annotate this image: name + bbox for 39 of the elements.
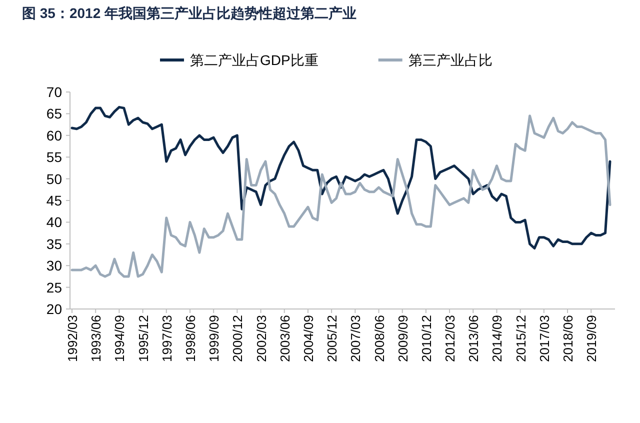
x-tick-label: 1994/09: [112, 315, 128, 362]
x-tick-label: 2019/09: [584, 315, 600, 362]
x-tick-label: 2003/06: [277, 315, 292, 362]
x-tick-label: 2013/06: [466, 315, 482, 362]
y-tick-label: 65: [46, 106, 62, 122]
y-tick-label: 60: [46, 127, 62, 144]
x-tick-label: 1999/09: [206, 315, 222, 362]
x-tick-label: 2017/03: [536, 315, 552, 362]
y-tick-label: 70: [46, 84, 62, 100]
x-tick-label: 2018/06: [560, 315, 576, 362]
x-tick-label: 2008/06: [372, 315, 387, 362]
line-series: [70, 106, 612, 250]
y-tick-label: 20: [46, 301, 62, 317]
y-tick-label: 50: [46, 170, 62, 187]
x-tick-label: 2004/09: [300, 315, 316, 362]
line-series: [70, 114, 612, 278]
y-tick-label: 55: [46, 149, 62, 166]
x-tick-label: 1997/03: [159, 315, 174, 362]
chart-title: 图 35：2012 年我国第三产业占比趋势性超过第二产业: [22, 5, 356, 21]
x-tick-label: 1995/12: [136, 315, 151, 362]
x-tick-label: 2015/12: [513, 315, 528, 362]
y-tick-label: 35: [46, 236, 62, 252]
y-tick-label: 45: [46, 192, 62, 208]
x-tick-label: 2005/12: [324, 315, 340, 362]
x-tick-label: 1992/03: [65, 315, 80, 362]
x-tick-label: 1993/06: [88, 315, 104, 362]
x-tick-label: 2000/12: [230, 315, 246, 362]
x-tick-label: 2010/12: [418, 315, 434, 362]
x-tick-label: 2009/09: [395, 315, 410, 362]
x-tick-label: 1998/06: [182, 315, 198, 362]
x-tick-label: 2007/03: [348, 315, 364, 362]
legend-label: 第三产业占比: [408, 52, 492, 68]
y-tick-label: 25: [46, 279, 62, 296]
y-tick-label: 30: [46, 258, 62, 274]
legend-label: 第二产业占GDP比重: [190, 52, 318, 68]
x-tick-label: 2014/09: [490, 315, 505, 362]
y-tick-label: 40: [46, 214, 62, 230]
x-tick-label: 2012/03: [442, 315, 458, 362]
x-tick-label: 2002/03: [254, 315, 269, 362]
